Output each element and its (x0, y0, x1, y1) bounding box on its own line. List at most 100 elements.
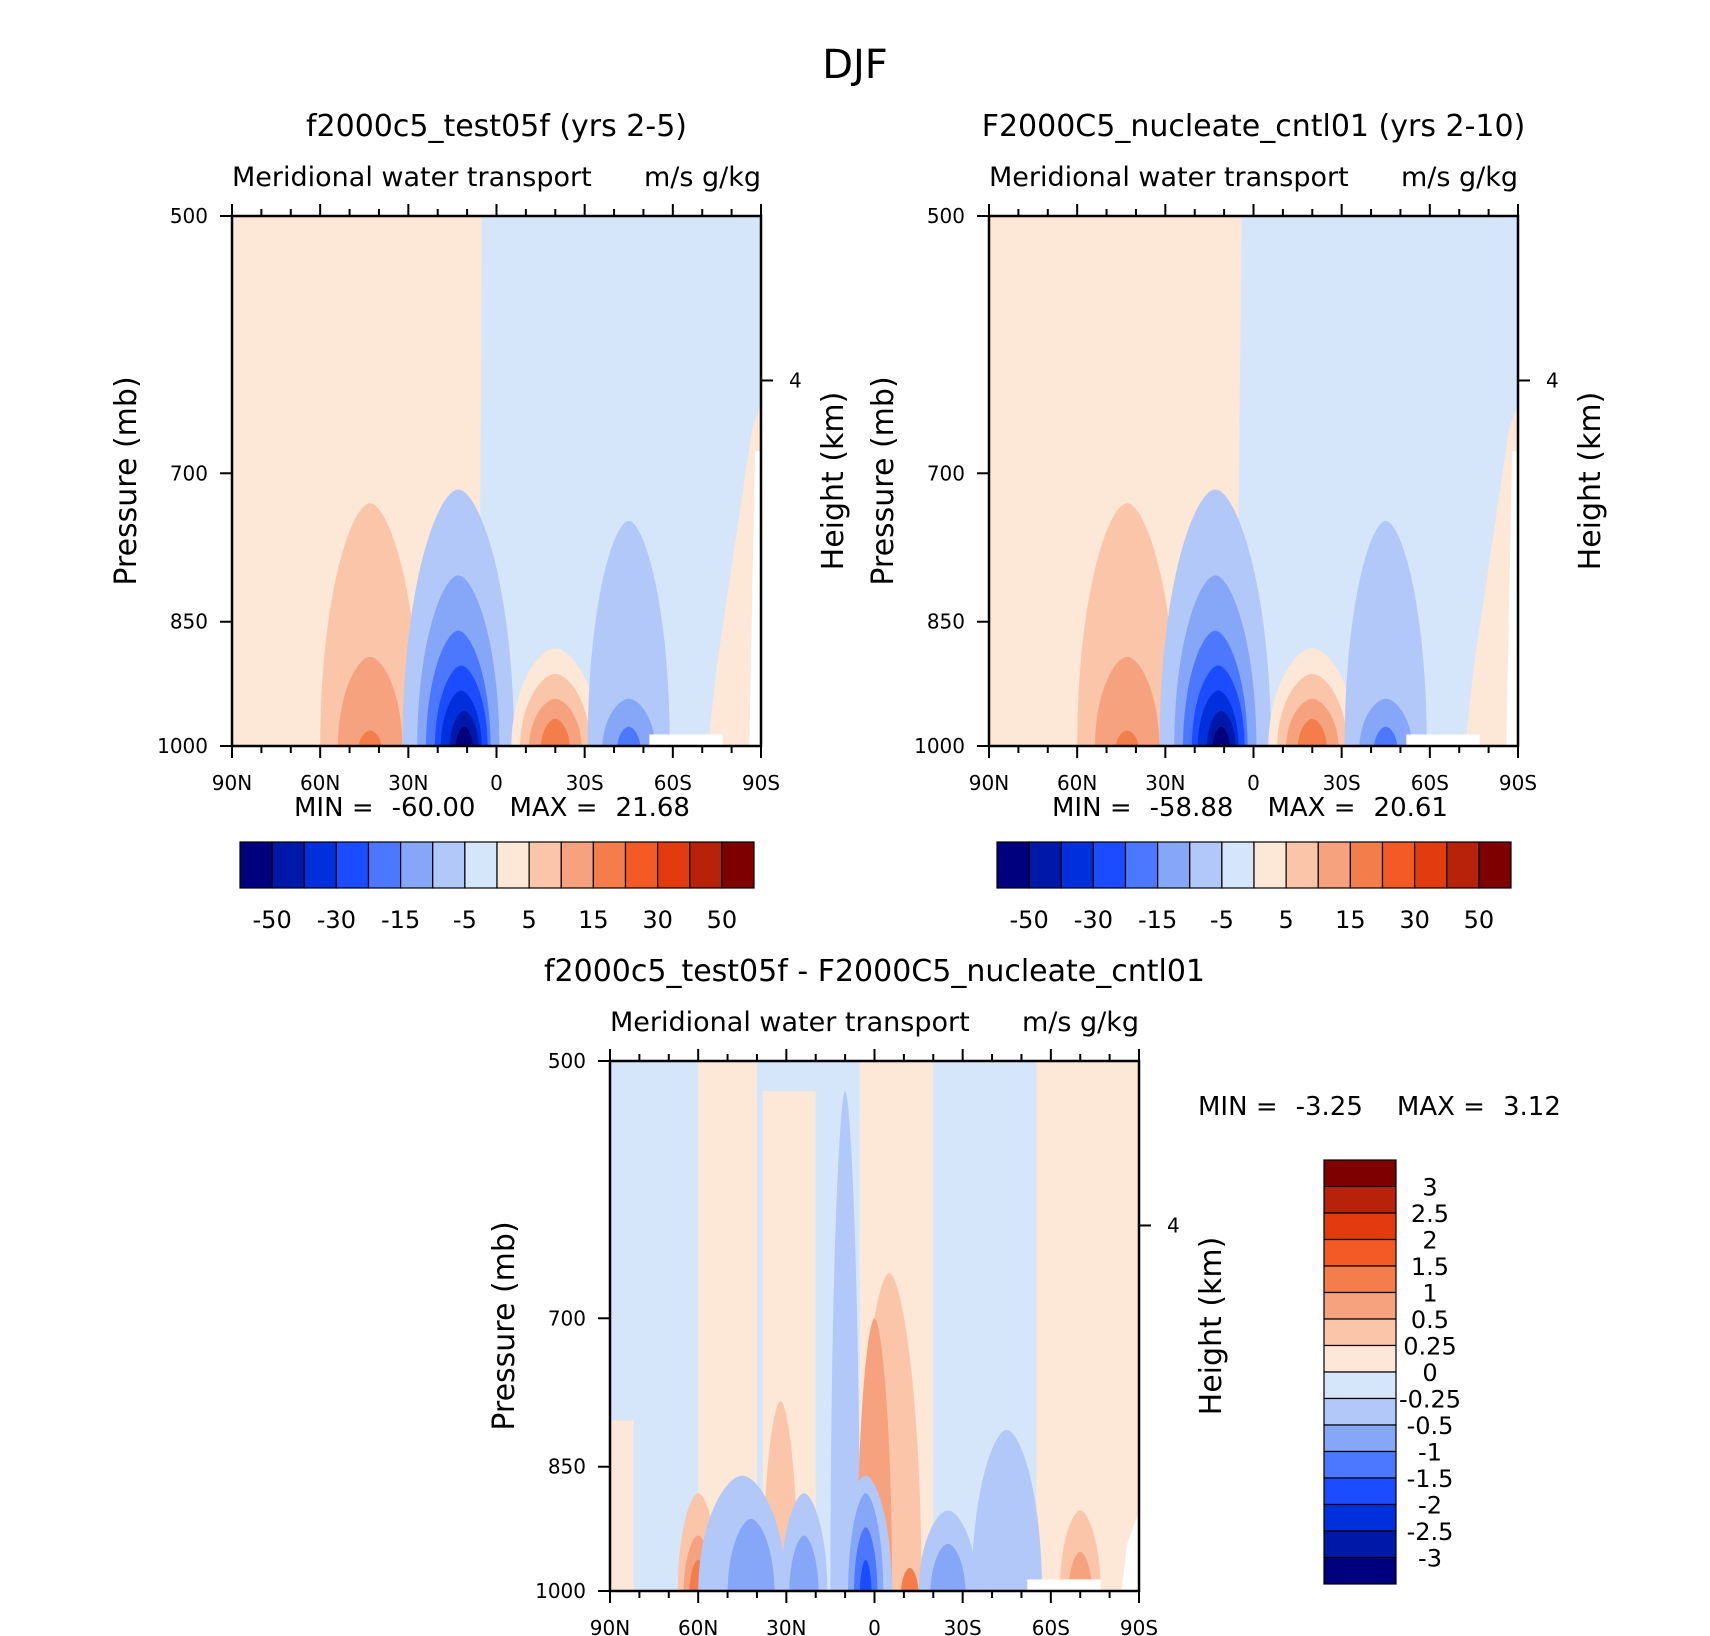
x-tick-label: 60S (1032, 1616, 1070, 1636)
x-tick-label: 0 (490, 771, 503, 795)
y2-axis-label: Height (km) (1573, 392, 1608, 571)
x-tick-label: 90S (1120, 1616, 1158, 1636)
colorbar-label: 2 (1422, 1227, 1437, 1255)
y-tick-label: 500 (170, 204, 208, 228)
x-tick-label: 30S (1323, 771, 1361, 795)
panel-subtitle-left: Meridional water transport (232, 162, 592, 193)
panel-subtitle-left: Meridional water transport (989, 162, 1349, 193)
y-axis-label: Pressure (mb) (866, 376, 901, 585)
max-value: 3.12 (1503, 1092, 1561, 1122)
y2-tick-label: 4 (1167, 1213, 1180, 1237)
colorbar-label: 0 (1422, 1359, 1437, 1387)
colorbar-label: -5 (1210, 906, 1234, 934)
x-tick-label: 60N (300, 771, 340, 795)
x-tick-label: 30N (388, 771, 428, 795)
colorbar-box (1323, 1503, 1397, 1532)
y2-axis-label: Height (km) (1194, 1237, 1229, 1416)
panel-2: F2000C5_nucleate_cntl01 (yrs 2-10) Meridi… (866, 109, 1608, 934)
min-max-annotation: MIN = -60.00 MAX = 21.68 (294, 793, 690, 823)
contour-level (901, 1567, 919, 1591)
colorbar-label: -30 (317, 906, 356, 934)
colorbar-label: 1.5 (1411, 1253, 1449, 1281)
colorbar-box (1285, 841, 1319, 889)
panel-1: f2000c5_test05f (yrs 2-5) Meridional wate… (109, 109, 851, 934)
panel-title: F2000C5_nucleate_cntl01 (yrs 2-10) (982, 109, 1526, 144)
y-tick-label: 700 (927, 461, 965, 485)
missing-data-region (749, 451, 761, 746)
min-value: -58.88 (1150, 793, 1234, 823)
colorbar-box (1028, 841, 1062, 889)
colorbar-label: 30 (1399, 906, 1430, 934)
colorbar-box (1221, 841, 1255, 889)
colorbar-box (1323, 1212, 1397, 1241)
y2-tick-label: 4 (1546, 368, 1559, 392)
contour-level (1036, 1061, 1139, 1591)
colorbar-label: -5 (453, 906, 477, 934)
colorbar-label: 3 (1422, 1174, 1437, 1202)
colorbar-box (1323, 1397, 1397, 1426)
x-tick-label: 60S (654, 771, 692, 795)
colorbar-box (400, 841, 434, 889)
colorbar-box (1124, 841, 1159, 889)
colorbar-box (624, 841, 659, 889)
panel-subtitle-right: m/s g/kg (644, 162, 761, 193)
colorbar-label: 50 (1464, 906, 1495, 934)
colorbar-label: -1 (1418, 1439, 1442, 1467)
colorbar-box (1323, 1185, 1397, 1214)
colorbar-box (1349, 841, 1384, 889)
contour-level (1344, 520, 1427, 746)
colorbar-box (1323, 1159, 1397, 1188)
colorbar-box (239, 841, 273, 889)
colorbar-box (1323, 1265, 1397, 1294)
colorbar-label: 0.25 (1403, 1333, 1456, 1361)
y-tick-label: 850 (927, 610, 965, 634)
max-label: MAX = (1397, 1092, 1485, 1122)
panel-subtitle-right: m/s g/kg (1022, 1007, 1139, 1038)
colorbar-box (996, 841, 1030, 889)
colorbar-box (303, 841, 337, 889)
colorbar-box (1253, 841, 1287, 889)
colorbar-label: -15 (1138, 906, 1177, 934)
x-tick-label: 30S (944, 1616, 982, 1636)
contour-level (320, 503, 421, 746)
colorbar-box (1478, 841, 1512, 889)
colorbar-label: -30 (1074, 906, 1113, 934)
min-value: -3.25 (1296, 1092, 1363, 1122)
contour-level (540, 718, 570, 746)
y-axis-label: Pressure (mb) (487, 1221, 522, 1430)
max-label: MAX = (1267, 793, 1355, 823)
colorbar-box (1381, 841, 1416, 889)
y-tick-label: 850 (548, 1455, 586, 1479)
contour-level (602, 698, 655, 746)
y-tick-label: 850 (170, 610, 208, 634)
missing-data-region (1406, 734, 1480, 746)
contour-level (587, 520, 670, 746)
contour-level (854, 1527, 878, 1591)
colorbar-box (1157, 841, 1191, 889)
colorbar-label: -0.25 (1399, 1386, 1461, 1414)
y2-axis-label: Height (km) (816, 392, 851, 571)
colorbar-box (721, 841, 755, 889)
contour-level (1465, 404, 1518, 746)
y2-tick-label: 4 (789, 368, 802, 392)
colorbar-box (432, 841, 466, 889)
contour-level (859, 1559, 872, 1591)
page-title: DJF (822, 42, 888, 88)
colorbar-box (1317, 841, 1351, 889)
y-axis-label: Pressure (mb) (109, 376, 144, 585)
x-tick-label: 0 (868, 1616, 881, 1636)
colorbar-label: -50 (1010, 906, 1049, 934)
contour-level (1059, 1510, 1101, 1591)
x-tick-label: 60S (1411, 771, 1449, 795)
x-tick-label: 90N (590, 1616, 630, 1636)
x-tick-label: 90N (212, 771, 252, 795)
colorbar-box (1323, 1371, 1397, 1400)
colorbar-label: 1 (1422, 1280, 1437, 1308)
y-tick-label: 1000 (914, 734, 965, 758)
colorbar-label: 2.5 (1411, 1200, 1449, 1228)
missing-data-region (1506, 451, 1518, 746)
colorbar-label: 50 (707, 906, 738, 934)
colorbar-box (1323, 1318, 1397, 1347)
colorbar-box (1414, 841, 1448, 889)
missing-data-region (649, 734, 723, 746)
